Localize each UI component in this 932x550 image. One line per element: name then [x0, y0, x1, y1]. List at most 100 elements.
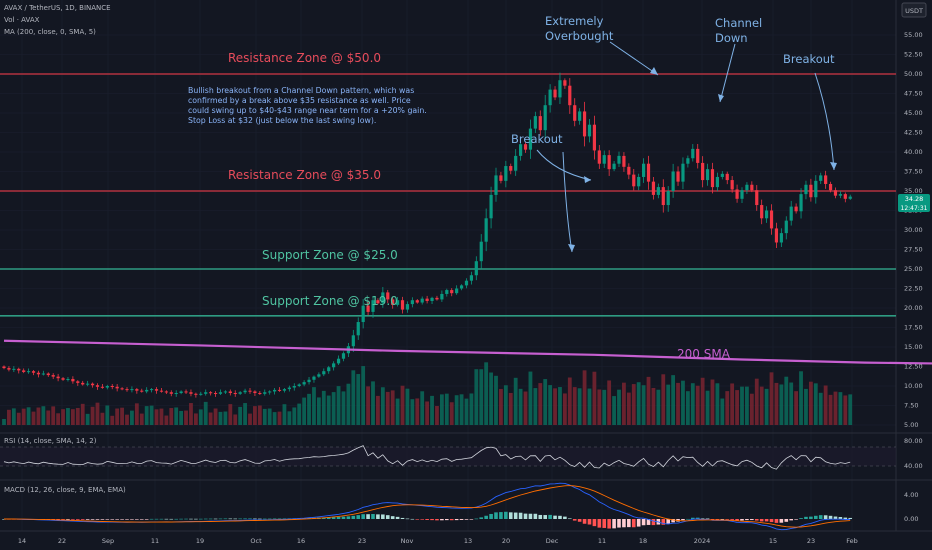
volume-bar: [292, 407, 297, 425]
candle-body: [199, 393, 203, 395]
candle-body: [558, 80, 562, 98]
volume-bar: [346, 383, 351, 425]
volume-bar: [749, 393, 754, 425]
candle-body: [223, 391, 227, 393]
macd-histogram-bar: [759, 519, 764, 522]
macd-histogram-bar: [508, 512, 513, 519]
macd-histogram-bar: [823, 515, 828, 519]
currency-badge[interactable]: [901, 2, 927, 18]
volume-bar: [528, 371, 533, 425]
candle-body: [573, 105, 577, 121]
volume-bar: [248, 413, 252, 425]
volume-bar: [208, 412, 213, 425]
candle-body: [755, 190, 759, 206]
candle-body: [41, 373, 45, 375]
volume-bar: [666, 384, 671, 425]
candle-body: [745, 184, 749, 191]
macd-histogram-bar: [809, 516, 813, 519]
macd-histogram-bar: [671, 519, 675, 523]
candle-body: [582, 111, 587, 137]
arrowhead-breakout-left: [584, 176, 591, 183]
volume-bar: [85, 413, 90, 425]
volume-bar: [61, 409, 65, 425]
candle-body: [617, 155, 621, 164]
candle-body: [450, 290, 454, 294]
price-axis-label: 30.00: [904, 226, 923, 234]
volume-bar: [646, 376, 651, 425]
volume-bar: [425, 401, 430, 425]
time-axis-label: 11: [151, 537, 159, 545]
volume-bar: [592, 371, 597, 425]
candle-body: [725, 173, 729, 181]
time-axis-label: 16: [297, 537, 305, 545]
macd-histogram-bar: [617, 519, 621, 528]
volume-bar: [420, 391, 425, 425]
volume-bar: [267, 408, 272, 425]
macd-histogram-bar: [410, 518, 415, 520]
macd-histogram-bar: [381, 514, 385, 519]
macd-title[interactable]: MACD (12, 26, close, 9, EMA, EMA): [4, 486, 126, 494]
price-axis-label: 47.50: [904, 90, 923, 98]
macd-histogram-bar: [385, 515, 390, 519]
volume-bars: [2, 362, 853, 425]
macd-histogram-bar: [666, 519, 670, 524]
volume-bar: [56, 413, 61, 425]
overbought-arrow: [609, 41, 659, 76]
macd-histogram-bar: [513, 512, 518, 519]
price-axis-label: 52.50: [904, 51, 923, 59]
volume-bar: [110, 415, 115, 425]
macd-histogram-bar: [838, 517, 843, 519]
volume-bar: [361, 366, 366, 425]
macd-histogram-bar: [533, 513, 538, 519]
price-countdown: 12:47:31: [901, 205, 928, 212]
volume-bar: [243, 403, 247, 425]
macd-histogram-bar: [814, 515, 818, 519]
macd-histogram-bar: [843, 517, 848, 519]
macd-histogram-bar: [361, 514, 365, 519]
volume-bar: [287, 411, 292, 425]
macd-histogram-bar: [184, 518, 188, 520]
candle-body: [642, 163, 646, 177]
macd-histogram-bar: [553, 515, 557, 519]
ma-indicator-title[interactable]: MA (200, close, 0, SMA, 5): [4, 28, 96, 36]
macd-histogram-bar: [356, 515, 361, 519]
macd-histogram-bar: [631, 519, 636, 528]
macd-histogram-bar: [105, 519, 110, 520]
candle-body: [646, 163, 651, 182]
macd-histogram-bar: [582, 519, 587, 524]
macd-histogram-bar: [164, 518, 169, 520]
candle-body: [528, 128, 533, 150]
rsi-title[interactable]: RSI (14, close, SMA, 14, 2): [4, 437, 97, 445]
volume-bar: [489, 372, 493, 425]
volume-bar: [198, 409, 203, 425]
candle-body: [814, 180, 818, 198]
candle-body: [828, 183, 833, 191]
candle-body: [750, 184, 754, 191]
candle-body: [705, 169, 710, 181]
price-axis[interactable]: 55.00 52.50 50.00 47.50 45.00 42.50 40.00 37.50…: [904, 31, 923, 429]
macd-histogram-bar: [691, 517, 695, 519]
macd-histogram-bar: [80, 519, 85, 520]
volume-bar: [36, 407, 41, 425]
time-axis-label: Feb: [846, 537, 858, 545]
macd-histogram-bar: [730, 519, 734, 520]
time-axis[interactable]: 14 22 Sep 11 19 Oct 16 23 Nov 13 20 Dec 11 18 2024 15 23…: [18, 537, 858, 545]
sma-200-line: [3, 339, 932, 365]
candle-body: [174, 393, 178, 395]
symbol-title[interactable]: AVAX / TetherUS, 1D, BINANCE: [4, 4, 111, 12]
overbought-label-line-2: Overbought: [545, 29, 614, 43]
volume-bar: [120, 407, 124, 425]
macd-histogram-bar: [789, 519, 793, 521]
volume-indicator-title[interactable]: Vol · AVAX: [4, 16, 40, 24]
volume-bar: [174, 407, 179, 425]
macd-histogram-bar: [686, 518, 690, 520]
macd-histogram-bar: [267, 518, 272, 520]
volume-bar: [149, 405, 154, 425]
volume-bar: [154, 409, 159, 425]
macd-histogram-bar: [607, 519, 611, 529]
volume-bar: [439, 394, 444, 425]
note-line-3: could swing up to $40-$43 range near ter…: [188, 106, 427, 115]
macd-histogram-bar: [238, 518, 242, 520]
candle-body: [376, 300, 380, 304]
macd-histogram-bar: [159, 518, 164, 520]
